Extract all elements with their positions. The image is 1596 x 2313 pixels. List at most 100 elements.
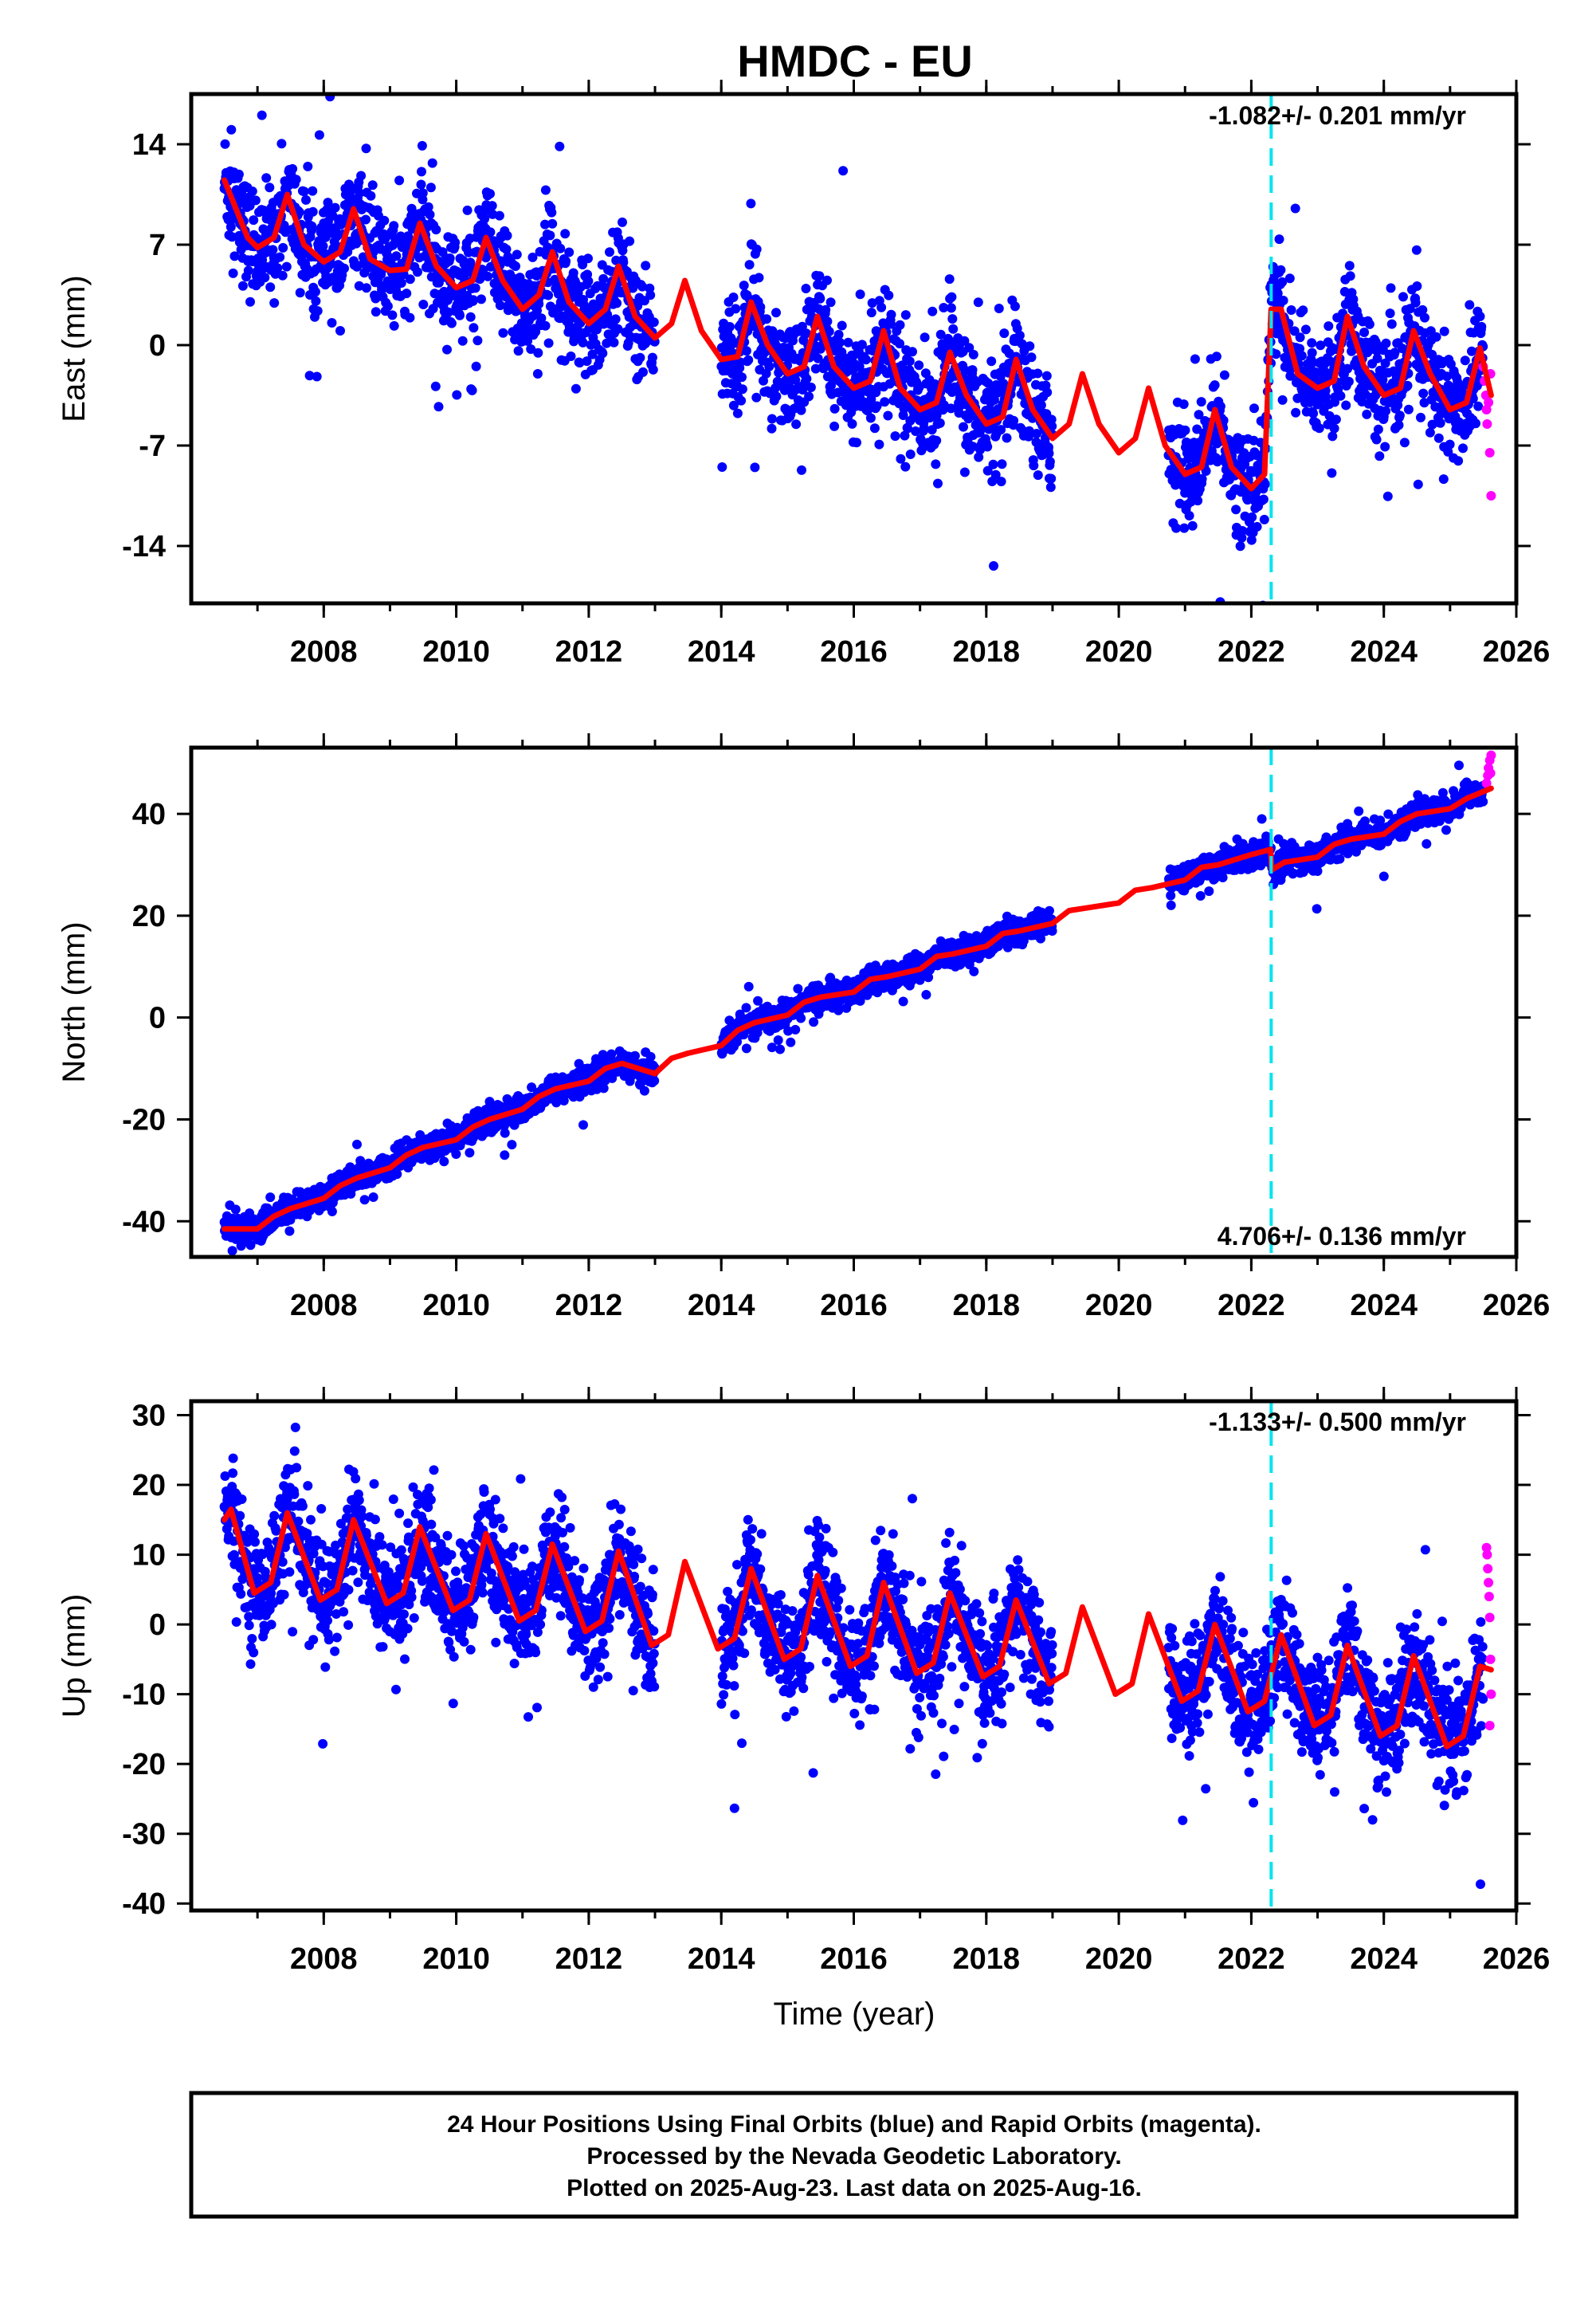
final-orbit-point [635, 352, 645, 363]
final-orbit-point [583, 276, 594, 286]
final-orbit-point [1045, 482, 1056, 493]
final-orbit-point [837, 320, 847, 331]
final-orbit-point [911, 426, 921, 436]
final-orbit-point [1029, 461, 1039, 471]
final-orbit-point [1316, 340, 1326, 351]
final-orbit-point [645, 1051, 656, 1062]
final-orbit-point [405, 274, 415, 285]
final-orbit-point [387, 310, 398, 320]
final-orbit-point [1418, 304, 1428, 315]
final-orbit-point [361, 283, 371, 293]
final-orbit-point [227, 232, 237, 242]
final-orbit-point [396, 278, 406, 288]
final-orbit-point [990, 469, 1001, 480]
final-orbit-point [867, 298, 877, 308]
final-orbit-point [737, 384, 747, 395]
final-orbit-point [767, 423, 777, 434]
final-orbit-point [543, 290, 554, 300]
final-orbit-point [801, 284, 811, 293]
final-orbit-point [637, 281, 648, 292]
east-y-tick-label: 14 [132, 128, 166, 162]
final-orbit-point [1197, 473, 1207, 484]
final-orbit-point [1277, 395, 1288, 405]
final-orbit-point [898, 996, 908, 1007]
final-orbit-point [1335, 391, 1346, 401]
final-orbit-point [533, 348, 543, 358]
final-orbit-point [243, 265, 253, 276]
final-orbit-point [598, 273, 609, 284]
final-orbit-point [1373, 424, 1383, 434]
final-orbit-point [884, 290, 894, 300]
final-orbit-point [1252, 521, 1262, 532]
final-orbit-point [355, 188, 365, 198]
final-orbit-point [739, 281, 749, 291]
final-orbit-point [1296, 351, 1307, 361]
final-orbit-point [451, 1149, 461, 1159]
final-orbit-point [931, 459, 941, 469]
final-orbit-point [728, 400, 739, 410]
east-x-tick-label: 2014 [688, 635, 755, 669]
final-orbit-point [833, 329, 844, 340]
final-orbit-point [610, 314, 621, 324]
final-orbit-point [1042, 387, 1053, 398]
final-orbit-point [1002, 942, 1013, 952]
final-orbit-point [809, 1017, 819, 1027]
final-orbit-point [526, 344, 536, 354]
final-orbit-point [822, 316, 833, 327]
final-orbit-point [746, 198, 756, 209]
final-orbit-point [1295, 332, 1305, 343]
rapid-orbit-point [1486, 491, 1496, 501]
final-orbit-point [260, 273, 270, 283]
final-orbit-point [382, 301, 393, 312]
final-orbit-point [996, 477, 1006, 487]
final-orbit-point [371, 293, 381, 304]
final-orbit-point [1307, 348, 1317, 358]
final-orbit-point [498, 328, 508, 338]
final-orbit-point [1465, 300, 1475, 310]
final-orbit-point [1471, 418, 1480, 429]
east-x-tick-label: 2012 [555, 635, 623, 669]
final-orbit-point [471, 361, 481, 371]
final-orbit-point [485, 227, 496, 238]
final-orbit-point [1394, 420, 1404, 430]
final-orbit-point [439, 1156, 449, 1167]
final-orbit-point [1009, 415, 1019, 426]
final-orbit-point [371, 307, 381, 317]
final-orbit-point [470, 283, 480, 293]
final-orbit-point [1307, 338, 1317, 348]
final-orbit-point [1386, 319, 1397, 329]
final-orbit-point [379, 215, 390, 226]
final-orbit-point [1284, 273, 1295, 284]
final-orbit-point [1343, 376, 1354, 387]
final-orbit-point [754, 273, 764, 283]
final-orbit-point [1033, 624, 1042, 634]
final-orbit-point [829, 421, 840, 431]
final-orbit-point [413, 267, 422, 277]
final-orbit-point [737, 372, 747, 383]
final-orbit-point [1362, 409, 1372, 419]
final-orbit-point [303, 161, 313, 171]
final-orbit-point [475, 274, 485, 285]
final-orbit-point [1419, 398, 1429, 408]
final-orbit-point [425, 210, 435, 220]
final-orbit-point [1025, 341, 1035, 351]
final-orbit-point [753, 995, 763, 1006]
final-orbit-point [967, 365, 978, 375]
east-x-tick-label: 2020 [1085, 635, 1153, 669]
final-orbit-point [417, 167, 426, 177]
east-x-axis: 2008 2010 2012 2014 2016 2018 2020 2022 2024 2026 [256, 80, 1550, 669]
final-orbit-point [1364, 319, 1374, 329]
final-orbit-point [304, 371, 315, 381]
final-orbit-point [798, 385, 808, 395]
final-orbit-point [1190, 354, 1200, 364]
east-y-tick-label: -14 [122, 530, 166, 564]
east-y-tick-label: 7 [149, 229, 166, 262]
final-orbit-point [1372, 353, 1382, 363]
final-orbit-point [982, 465, 993, 476]
final-orbit-point [389, 320, 399, 331]
final-orbit-point [1285, 371, 1296, 381]
east-x-tick-label: 2008 [290, 635, 358, 669]
final-orbit-point [988, 459, 998, 469]
final-orbit-point [983, 378, 994, 388]
